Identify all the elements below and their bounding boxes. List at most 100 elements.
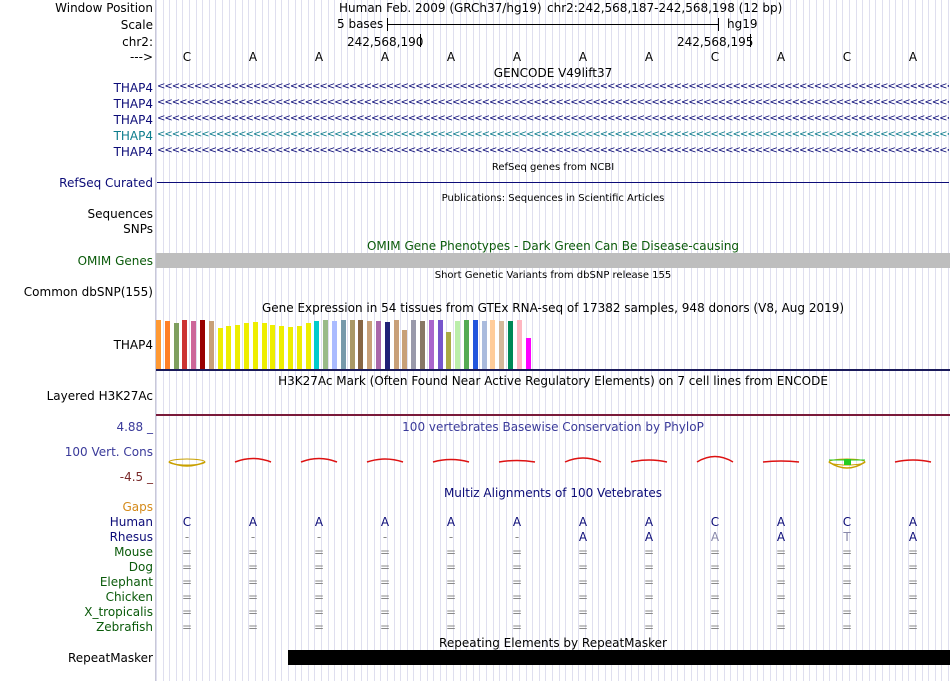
multiz-species-label[interactable]: Elephant [99,575,153,589]
gtex-tissue-bar[interactable] [164,321,170,369]
gencode-transcript-label[interactable]: THAP4 [113,81,153,95]
phylop-track-label[interactable]: 100 Vert. Cons [64,445,153,459]
multiz-species-label[interactable]: Chicken [105,590,153,604]
phylop-score-mark[interactable] [894,459,932,463]
omim-gene-bar[interactable] [156,253,950,268]
multiz-species-label[interactable]: Mouse [114,545,153,559]
gtex-tissue-bar[interactable] [376,321,381,369]
gencode-track-title[interactable]: GENCODE V49lift37 [493,66,613,80]
multiz-species-label[interactable]: Human [109,515,153,529]
gencode-transcript-line[interactable]: <<<<<<<<<<<<<<<<<<<<<<<<<<<<<<<<<<<<<<<<… [157,129,949,140]
gtex-tissue-bar[interactable] [437,320,443,369]
gtex-tissue-bar[interactable] [270,324,276,369]
gencode-transcript-label[interactable]: THAP4 [113,145,153,159]
multiz-species-label[interactable]: Zebrafish [96,620,153,634]
gtex-tissue-bar[interactable] [226,326,232,369]
gtex-tissue-bar[interactable] [314,321,320,369]
gtex-tissue-bar[interactable] [173,323,179,369]
gtex-tissue-bar[interactable] [182,320,188,369]
refseq-gene-line[interactable] [157,182,949,183]
gtex-tissue-bar[interactable] [156,320,161,369]
gtex-tissue-bar[interactable] [279,326,285,369]
phylop-score-mark[interactable] [432,458,470,463]
phylop-negative-mark[interactable] [168,458,206,466]
phylop-track-title[interactable]: 100 vertebrates Basewise Conservation by… [402,420,704,434]
gtex-tissue-bar[interactable] [402,330,408,369]
gtex-tissue-bar[interactable] [261,323,267,369]
gtex-tissue-bar[interactable] [490,320,496,369]
gtex-tissue-bar[interactable] [525,337,531,369]
repeatmasker-track-label[interactable]: RepeatMasker [67,651,153,665]
gtex-tissue-bar[interactable] [200,319,205,369]
gtex-track-title[interactable]: Gene Expression in 54 tissues from GTEx … [261,301,845,315]
phylop-score-mark[interactable] [366,458,404,463]
gtex-tissue-bar[interactable] [358,320,364,369]
phylop-score-mark[interactable] [630,459,668,463]
publications-track-title[interactable]: Publications: Sequences in Scientific Ar… [441,193,665,204]
h3k27ac-track-title[interactable]: H3K27Ac Mark (Often Found Near Active Re… [278,374,828,388]
gtex-tissue-bar[interactable] [393,319,399,369]
phylop-score-mark[interactable] [300,457,338,463]
strand-label[interactable]: ---> [129,50,153,64]
phylop-highlight-mark[interactable] [844,459,851,465]
phylop-score-mark[interactable] [762,460,800,463]
gtex-tissue-bar[interactable] [252,322,258,369]
gencode-transcript-line[interactable]: <<<<<<<<<<<<<<<<<<<<<<<<<<<<<<<<<<<<<<<<… [157,145,949,156]
phylop-conservation-plot[interactable] [156,435,950,480]
publications-sequences-label[interactable]: Sequences [87,207,153,221]
gtex-tissue-bar[interactable] [455,320,461,369]
gtex-expression-chart[interactable] [156,317,556,369]
gtex-tissue-bar[interactable] [340,319,346,369]
gencode-transcript-line[interactable]: <<<<<<<<<<<<<<<<<<<<<<<<<<<<<<<<<<<<<<<<… [157,97,949,108]
publications-snps-label[interactable]: SNPs [123,222,153,236]
window-coordinates[interactable]: chr2:242,568,187-242,568,198 (12 bp) [547,1,783,15]
gtex-tissue-bar[interactable] [349,320,355,369]
gencode-transcript-label[interactable]: THAP4 [113,97,153,111]
gtex-tissue-bar[interactable] [288,327,293,369]
repeatmasker-track-title[interactable]: Repeating Elements by RepeatMasker [439,636,667,650]
gtex-tissue-bar[interactable] [420,320,425,369]
gtex-tissue-bar[interactable] [296,326,302,369]
multiz-species-label[interactable]: X_tropicalis [84,605,153,619]
phylop-score-mark[interactable] [168,461,206,467]
omim-track-title[interactable]: OMIM Gene Phenotypes - Dark Green Can Be… [366,239,740,253]
gtex-tissue-bar[interactable] [217,328,223,369]
gencode-transcript-line[interactable]: <<<<<<<<<<<<<<<<<<<<<<<<<<<<<<<<<<<<<<<<… [157,113,949,124]
gencode-transcript-label[interactable]: THAP4 [113,129,153,143]
gtex-tissue-bar[interactable] [208,320,214,369]
phylop-score-mark[interactable] [498,459,536,463]
gtex-tissue-bar[interactable] [323,320,329,369]
multiz-track-title[interactable]: Multiz Alignments of 100 Vetebrates [443,486,663,500]
gtex-tissue-bar[interactable] [191,320,197,369]
gtex-track-label[interactable]: THAP4 [113,338,153,352]
repeatmasker-element[interactable] [288,650,950,665]
h3k27ac-track-label[interactable]: Layered H3K27Ac [46,389,153,403]
phylop-score-mark[interactable] [696,455,734,463]
gtex-tissue-bar[interactable] [464,320,469,369]
gtex-tissue-bar[interactable] [244,323,249,369]
gtex-tissue-bar[interactable] [367,320,373,369]
gtex-tissue-bar[interactable] [305,323,311,369]
gtex-tissue-bar[interactable] [235,324,241,369]
gtex-tissue-bar[interactable] [446,331,452,369]
gtex-tissue-bar[interactable] [516,320,522,369]
refseq-track-title[interactable]: RefSeq genes from NCBI [491,162,615,173]
omim-track-label[interactable]: OMIM Genes [77,254,153,268]
phylop-score-mark[interactable] [564,457,602,463]
refseq-track-label[interactable]: RefSeq Curated [59,176,153,190]
gtex-tissue-bar[interactable] [508,321,513,369]
multiz-species-label[interactable]: Dog [128,560,153,574]
gtex-tissue-bar[interactable] [428,320,434,369]
phylop-score-mark[interactable] [234,457,272,463]
gtex-tissue-bar[interactable] [384,322,390,369]
gtex-tissue-bar[interactable] [472,319,478,369]
gencode-transcript-label[interactable]: THAP4 [113,113,153,127]
gtex-tissue-bar[interactable] [499,320,505,369]
gtex-tissue-bar[interactable] [411,320,417,369]
multiz-species-label[interactable]: Rhesus [109,530,153,544]
gencode-transcript-line[interactable]: <<<<<<<<<<<<<<<<<<<<<<<<<<<<<<<<<<<<<<<<… [157,81,949,92]
dbsnp-track-label[interactable]: Common dbSNP(155) [23,285,153,299]
dbsnp-track-title[interactable]: Short Genetic Variants from dbSNP releas… [434,270,672,281]
gtex-tissue-bar[interactable] [481,320,487,369]
gtex-tissue-bar[interactable] [332,320,337,369]
